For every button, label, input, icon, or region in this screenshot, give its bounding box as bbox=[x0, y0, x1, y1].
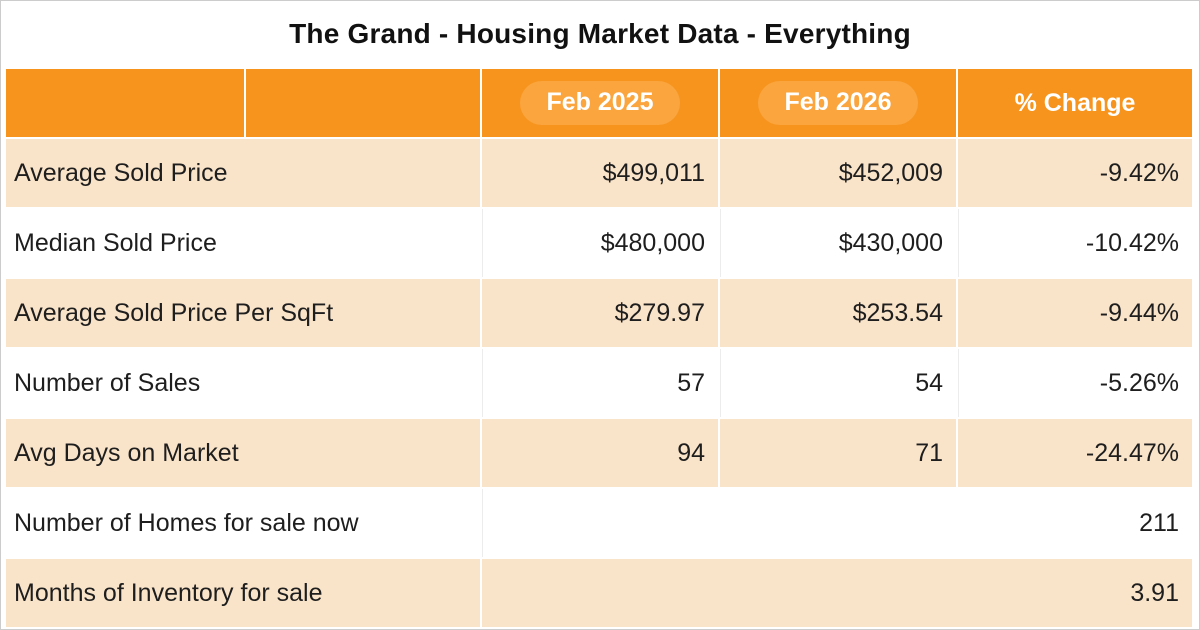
table-row-homes-for-sale-now: Number of Homes for sale now 211 bbox=[6, 489, 1192, 557]
feb-2025-value: $279.97 bbox=[482, 279, 718, 347]
header-row: Feb 2025 Feb 2026 % Change bbox=[6, 69, 1192, 137]
feb-2026-value: $430,000 bbox=[720, 209, 956, 277]
feb-2026-header-pill: Feb 2026 bbox=[758, 81, 918, 125]
current-value: 3.91 bbox=[482, 559, 1192, 627]
feb-2026-value: 54 bbox=[720, 349, 956, 417]
feb-2026-value: $253.54 bbox=[720, 279, 956, 347]
feb-2025-value: 57 bbox=[482, 349, 718, 417]
feb-2025-value: $499,011 bbox=[482, 139, 718, 207]
feb-2025-value: $480,000 bbox=[482, 209, 718, 277]
feb-2026-value: $452,009 bbox=[720, 139, 956, 207]
header-feb-2025: Feb 2025 bbox=[482, 69, 718, 137]
title-band: The Grand - Housing Market Data - Everyt… bbox=[1, 1, 1199, 67]
row-label: Avg Days on Market bbox=[6, 419, 480, 487]
pct-change-value: -9.42% bbox=[958, 139, 1192, 207]
row-label: Number of Homes for sale now bbox=[6, 489, 480, 557]
feb-2025-header-pill: Feb 2025 bbox=[520, 81, 680, 125]
table-row-median-sold-price: Median Sold Price $480,000 $430,000 -10.… bbox=[6, 209, 1192, 277]
row-label: Average Sold Price bbox=[6, 139, 480, 207]
row-label: Average Sold Price Per SqFt bbox=[6, 279, 480, 347]
row-label: Months of Inventory for sale bbox=[6, 559, 480, 627]
header-pct-change: % Change bbox=[958, 69, 1192, 137]
pct-change-value: -9.44% bbox=[958, 279, 1192, 347]
header-spacer-2 bbox=[246, 69, 480, 137]
table-row-avg-days-on-market: Avg Days on Market 94 71 -24.47% bbox=[6, 419, 1192, 487]
header-feb-2026: Feb 2026 bbox=[720, 69, 956, 137]
table-row-months-of-inventory: Months of Inventory for sale 3.91 bbox=[6, 559, 1192, 627]
header-spacer-1 bbox=[6, 69, 244, 137]
pct-change-value: -5.26% bbox=[958, 349, 1192, 417]
row-label: Number of Sales bbox=[6, 349, 480, 417]
table-row-avg-price-per-sqft: Average Sold Price Per SqFt $279.97 $253… bbox=[6, 279, 1192, 347]
row-label: Median Sold Price bbox=[6, 209, 480, 277]
feb-2026-value: 71 bbox=[720, 419, 956, 487]
pct-change-value: -24.47% bbox=[958, 419, 1192, 487]
pct-change-value: -10.42% bbox=[958, 209, 1192, 277]
feb-2025-value: 94 bbox=[482, 419, 718, 487]
housing-data-table: Feb 2025 Feb 2026 % Change Average Sold … bbox=[4, 67, 1194, 629]
page-title: The Grand - Housing Market Data - Everyt… bbox=[289, 18, 911, 49]
current-value: 211 bbox=[482, 489, 1192, 557]
table-row-average-sold-price: Average Sold Price $499,011 $452,009 -9.… bbox=[6, 139, 1192, 207]
table-row-number-of-sales: Number of Sales 57 54 -5.26% bbox=[6, 349, 1192, 417]
